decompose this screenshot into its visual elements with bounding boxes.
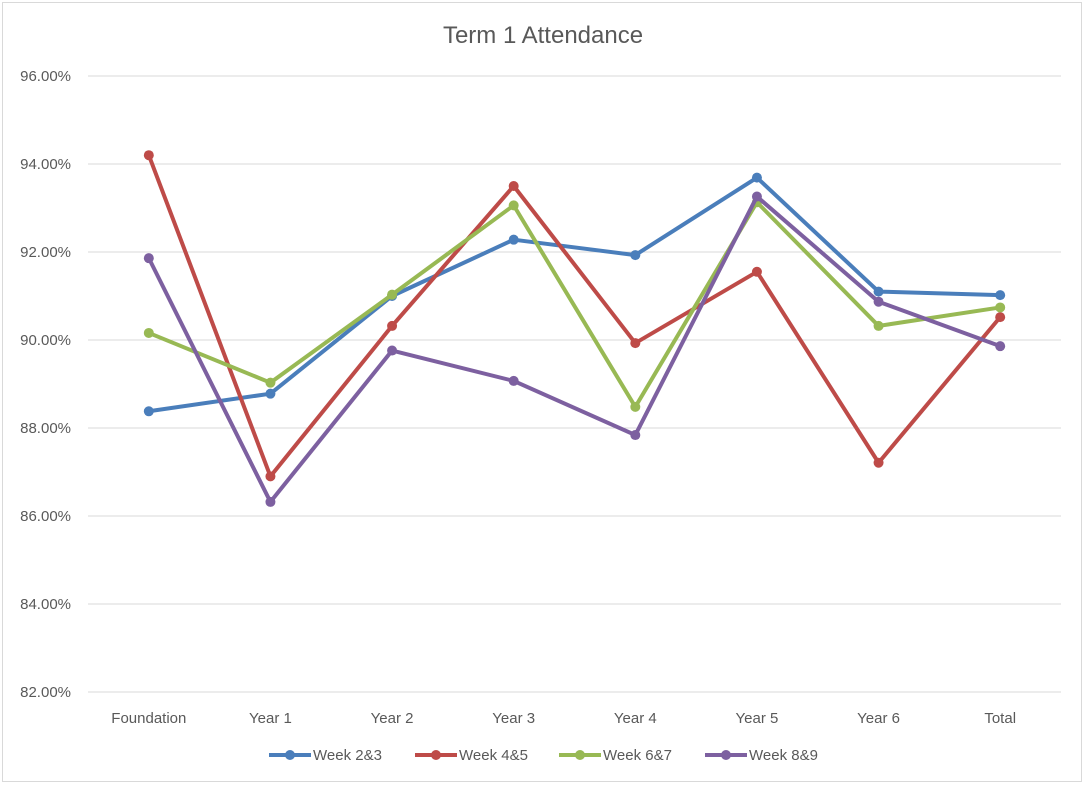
legend-swatch-marker bbox=[285, 750, 295, 760]
data-point bbox=[630, 430, 641, 441]
x-tick-label: Total bbox=[984, 710, 1016, 727]
legend-entry: Week 8&9 bbox=[705, 747, 818, 764]
data-point bbox=[508, 234, 519, 245]
series-line bbox=[146, 194, 1003, 504]
chart-title: Term 1 Attendance bbox=[443, 22, 643, 49]
data-point bbox=[751, 172, 762, 183]
data-point bbox=[265, 471, 276, 482]
data-point bbox=[751, 191, 762, 202]
series-4 bbox=[143, 191, 1006, 507]
y-tick-label: 88.00% bbox=[20, 420, 71, 437]
data-point bbox=[508, 375, 519, 386]
x-tick-label: Year 6 bbox=[857, 710, 900, 727]
data-point bbox=[995, 312, 1006, 323]
data-point bbox=[995, 341, 1006, 352]
x-tick-label: Year 2 bbox=[371, 710, 414, 727]
y-tick-label: 86.00% bbox=[20, 508, 71, 525]
data-point bbox=[143, 406, 154, 417]
data-point bbox=[387, 345, 398, 356]
data-point bbox=[995, 290, 1006, 301]
legend: Week 2&3 Week 4&5 Week 6&7 Week 8&9 bbox=[269, 747, 818, 764]
data-point bbox=[265, 388, 276, 399]
y-tick-label: 82.00% bbox=[20, 684, 71, 701]
line-chart: Term 1 Attendance 82.00% 84.00% 86.00% 88.0… bbox=[20, 22, 1061, 764]
legend-swatch-marker bbox=[721, 750, 731, 760]
data-point bbox=[751, 266, 762, 277]
data-point bbox=[630, 401, 641, 412]
x-tick-label: Year 5 bbox=[736, 710, 779, 727]
data-point bbox=[873, 320, 884, 331]
data-point bbox=[143, 150, 154, 161]
x-tick-label: Year 1 bbox=[249, 710, 292, 727]
data-point bbox=[508, 181, 519, 191]
legend-entry: Week 2&3 bbox=[269, 747, 382, 764]
x-tick-label: Year 4 bbox=[614, 710, 657, 727]
y-tick-label: 90.00% bbox=[20, 332, 71, 349]
series-line bbox=[146, 200, 1003, 409]
data-point bbox=[265, 496, 276, 507]
series-line bbox=[146, 175, 1003, 414]
data-point bbox=[873, 457, 884, 468]
legend-entry: Week 4&5 bbox=[415, 747, 528, 764]
legend-label: Week 6&7 bbox=[603, 747, 672, 764]
series-lines bbox=[143, 150, 1006, 507]
data-point bbox=[143, 327, 154, 338]
data-point bbox=[387, 320, 398, 331]
legend-swatch-marker bbox=[575, 750, 585, 760]
x-axis-ticks: Foundation Year 1 Year 2 Year 3 Year 4 Year 5… bbox=[111, 710, 1016, 727]
data-point bbox=[508, 200, 519, 211]
data-point bbox=[630, 338, 641, 349]
y-tick-label: 96.00% bbox=[20, 68, 71, 85]
data-point bbox=[995, 302, 1006, 313]
data-point bbox=[265, 377, 276, 388]
x-tick-label: Foundation bbox=[111, 710, 186, 727]
series-line bbox=[146, 153, 1003, 479]
data-point bbox=[143, 253, 154, 264]
series-2 bbox=[143, 150, 1006, 482]
y-tick-label: 92.00% bbox=[20, 244, 71, 261]
y-tick-label: 84.00% bbox=[20, 596, 71, 613]
legend-label: Week 2&3 bbox=[313, 747, 382, 764]
y-tick-label: 94.00% bbox=[20, 156, 71, 173]
legend-label: Week 8&9 bbox=[749, 747, 818, 764]
data-point bbox=[387, 289, 398, 300]
legend-label: Week 4&5 bbox=[459, 747, 528, 764]
data-point bbox=[873, 296, 884, 307]
legend-entry: Week 6&7 bbox=[559, 747, 672, 764]
legend-swatch-marker bbox=[431, 750, 441, 760]
data-point bbox=[630, 250, 641, 261]
x-tick-label: Year 3 bbox=[492, 710, 535, 727]
data-point bbox=[873, 286, 884, 297]
y-axis-ticks: 82.00% 84.00% 86.00% 88.00% 90.00% 92.00% 94.0… bbox=[20, 68, 71, 701]
